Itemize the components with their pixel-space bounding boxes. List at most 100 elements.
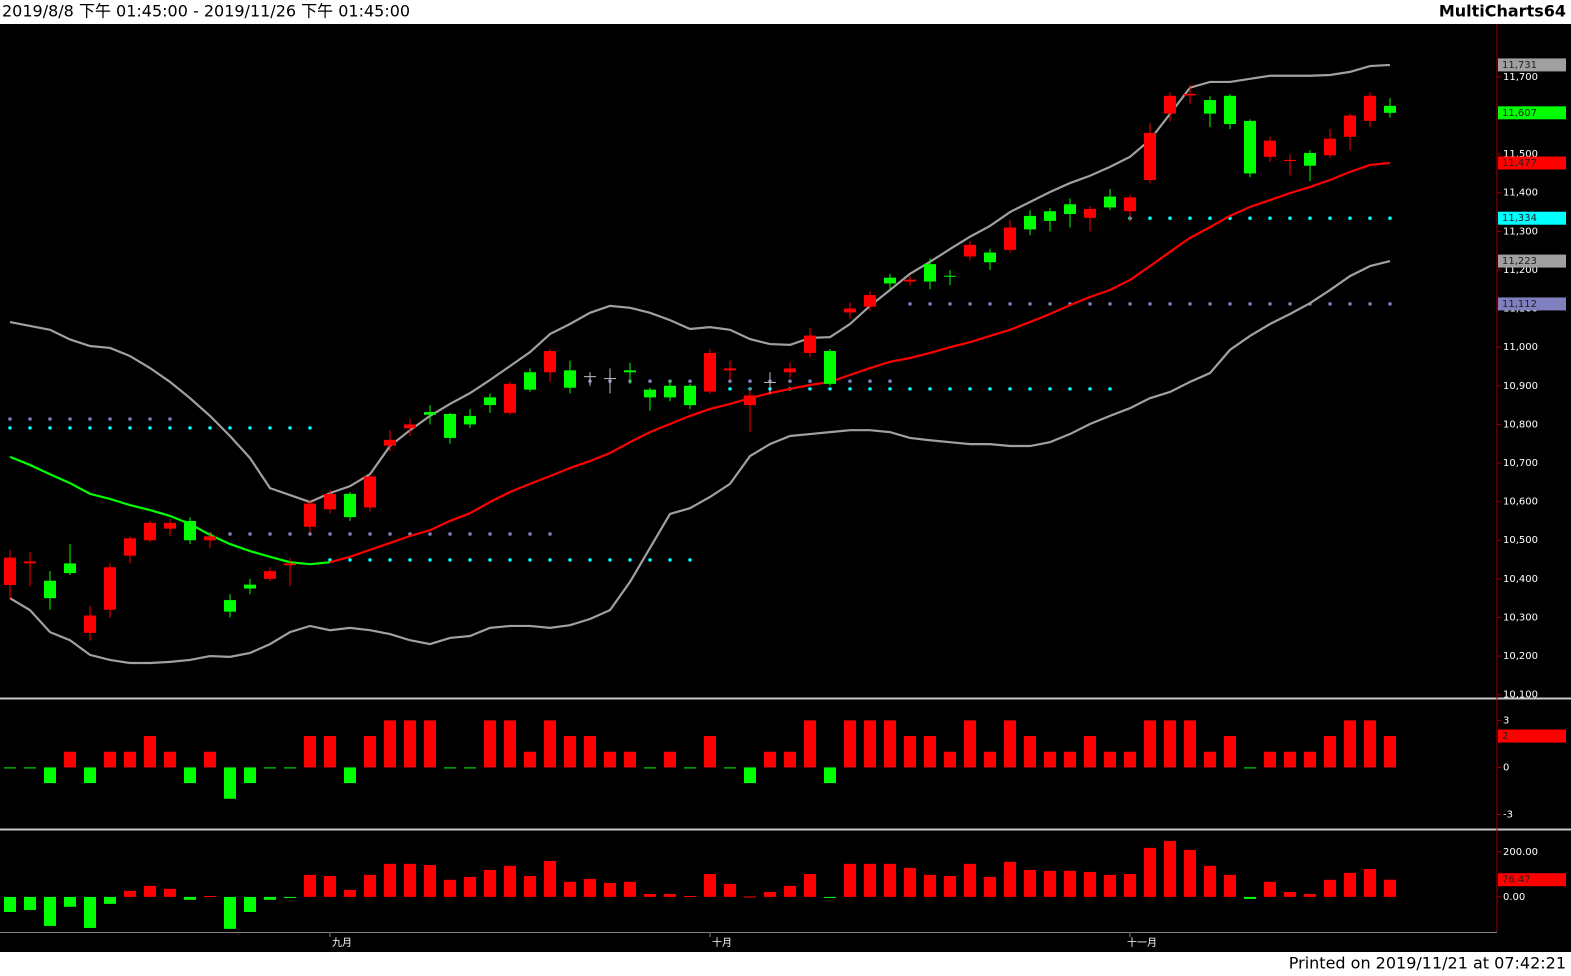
level-dot	[988, 302, 992, 306]
level-dot	[1328, 216, 1332, 221]
histogram-bar	[4, 896, 16, 912]
histogram-bar	[1164, 720, 1176, 768]
last-value-box	[1498, 58, 1566, 72]
candle-body	[204, 536, 216, 541]
indicator-line	[9, 260, 1391, 665]
histogram-bar	[784, 885, 796, 897]
histogram-bar	[644, 767, 656, 769]
level-dot	[388, 532, 392, 536]
histogram-bar	[1064, 870, 1076, 897]
histogram-bar	[964, 720, 976, 768]
level-dot	[1348, 216, 1352, 221]
histogram-bar	[204, 896, 216, 898]
histogram-bar	[84, 896, 96, 928]
level-dot	[148, 417, 152, 421]
level-dot	[148, 426, 152, 430]
histogram-bar	[684, 896, 696, 898]
level-dot	[448, 558, 452, 562]
histogram-bar	[644, 893, 656, 897]
level-dot	[68, 417, 72, 421]
level-dot	[48, 417, 52, 421]
histogram-bar	[1124, 873, 1136, 897]
brand: MultiCharts64	[1439, 2, 1566, 21]
level-dot	[908, 302, 912, 306]
candle-body	[1104, 196, 1116, 208]
level-dot	[788, 379, 792, 383]
level-dot	[1348, 302, 1352, 306]
histogram-bar	[524, 875, 536, 897]
last-value-box	[1498, 729, 1566, 743]
candle-body	[524, 372, 536, 390]
level-dot	[748, 379, 752, 383]
histogram-bar	[684, 767, 696, 769]
level-dot	[648, 558, 652, 562]
histogram-bar	[84, 767, 96, 784]
histogram-bar	[124, 890, 136, 897]
level-dot	[28, 417, 32, 421]
level-dot	[1368, 302, 1372, 306]
candle-body	[344, 493, 356, 518]
last-value-label: 11,112	[1502, 299, 1537, 310]
candle-body	[84, 615, 96, 633]
histogram-bar	[824, 896, 836, 898]
candle-body	[784, 368, 796, 373]
histogram-bar	[344, 889, 356, 897]
level-dot	[1088, 302, 1092, 306]
histogram-bar	[864, 720, 876, 768]
histogram-bar	[504, 865, 516, 897]
candle-body	[144, 522, 156, 541]
histogram-bar	[304, 874, 316, 897]
candle-body	[244, 584, 256, 589]
candle-body	[1284, 159, 1296, 162]
footer-bar	[0, 952, 1571, 976]
y-tick-label: 11,300	[1503, 226, 1538, 237]
candle-body	[1144, 132, 1156, 180]
level-dot	[548, 532, 552, 536]
candle-body	[704, 352, 716, 392]
level-dot	[1108, 302, 1112, 306]
histogram-bar	[764, 751, 776, 768]
level-dot	[8, 426, 12, 430]
candle-body	[884, 277, 896, 284]
level-dot	[68, 426, 72, 430]
level-dot	[588, 558, 592, 562]
histogram-bar	[984, 876, 996, 897]
candle-body	[1324, 138, 1336, 156]
level-dot	[428, 532, 432, 536]
candle-body	[404, 424, 416, 429]
candle-body	[1364, 95, 1376, 121]
level-dot	[88, 417, 92, 421]
level-dot	[1248, 302, 1252, 306]
candle-body	[504, 383, 516, 413]
histogram-bar	[1384, 736, 1396, 768]
level-dot	[488, 558, 492, 562]
level-dot	[48, 426, 52, 430]
y-tick-label: 11,500	[1503, 149, 1538, 160]
level-dot	[128, 426, 132, 430]
level-dot	[728, 387, 732, 391]
level-dot	[528, 532, 532, 536]
x-tick-label: 九月	[332, 937, 352, 949]
level-dot	[1368, 216, 1372, 221]
level-dot	[408, 558, 412, 562]
histogram-bar	[44, 896, 56, 926]
last-value-label: 2	[1502, 731, 1508, 742]
histogram-bar	[1104, 874, 1116, 897]
histogram-bar	[144, 885, 156, 897]
level-dot	[508, 558, 512, 562]
histogram-bar	[1364, 720, 1376, 768]
level-dot	[268, 532, 272, 536]
level-dot	[888, 379, 892, 383]
level-dot	[1188, 216, 1192, 221]
histogram-bar	[324, 736, 336, 768]
level-dot	[1028, 387, 1032, 391]
level-dot	[248, 532, 252, 536]
candle-body	[464, 415, 476, 425]
footer-text: Printed on 2019/11/21 at 07:42:21	[1289, 954, 1566, 973]
histogram-bar	[784, 751, 796, 768]
candle-body	[1184, 93, 1196, 96]
histogram-bar	[1184, 720, 1196, 768]
histogram-bar	[944, 875, 956, 897]
histogram-bar	[64, 896, 76, 907]
histogram-bar	[384, 720, 396, 768]
